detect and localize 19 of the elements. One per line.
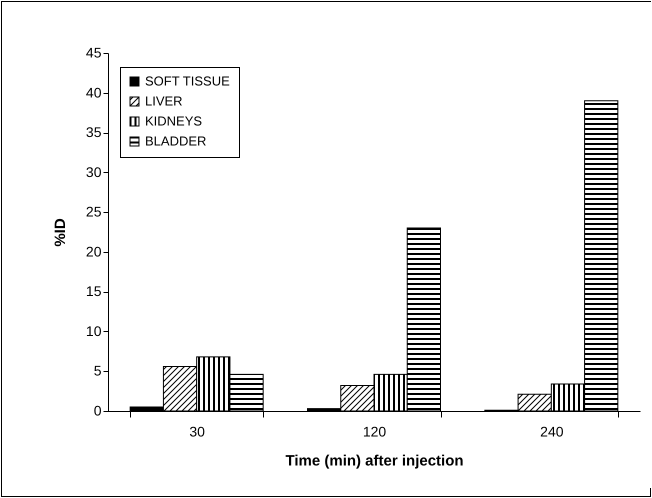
legend-label: BLADDER (145, 134, 206, 148)
y-tick-label: 15 (86, 283, 102, 300)
x-axis-title: Time (min) after injection (285, 452, 464, 470)
y-axis-title: %ID (52, 218, 69, 247)
y-tick-label: 25 (86, 204, 102, 220)
x-tick-label: 120 (362, 424, 386, 440)
x-tick-label: 30 (189, 424, 206, 440)
y-tick-label: 10 (86, 322, 102, 339)
y-tick-label: 30 (86, 164, 102, 180)
y-tick-label: 35 (86, 124, 102, 140)
y-tick-label: 20 (86, 243, 102, 260)
y-tick-label: 40 (86, 84, 102, 100)
y-tick-label: 0 (94, 402, 102, 418)
legend-label: SOFT TISSUE (145, 74, 230, 88)
legend-label: KIDNEYS (145, 114, 202, 128)
x-tick-label: 240 (540, 424, 564, 440)
y-tick-label: 5 (94, 362, 102, 379)
legend-label: LIVER (145, 94, 183, 108)
y-tick-label: 45 (86, 44, 102, 60)
